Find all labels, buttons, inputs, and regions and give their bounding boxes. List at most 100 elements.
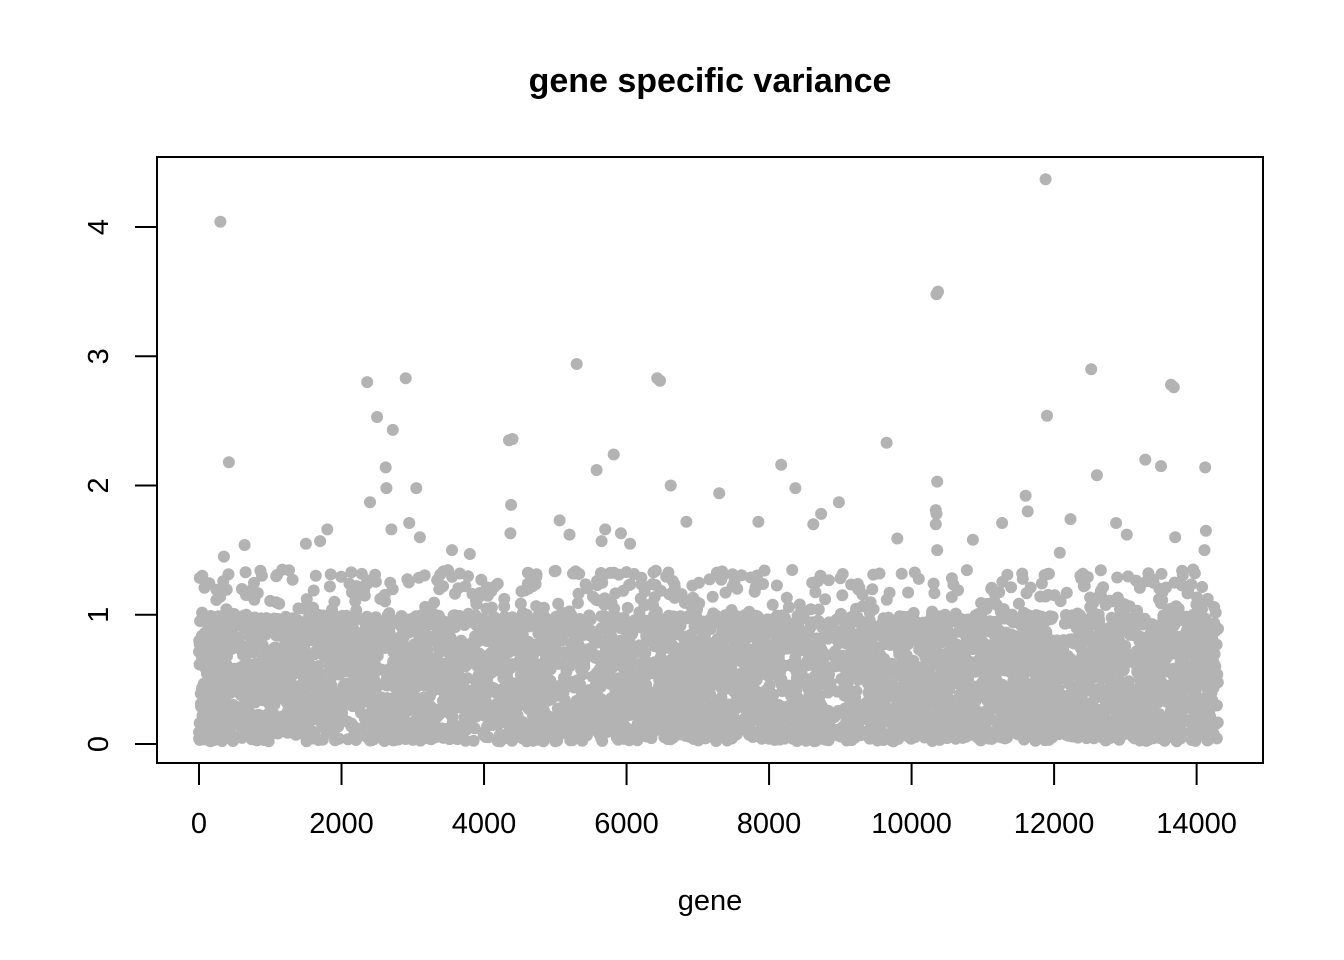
data-point <box>228 711 241 724</box>
data-point <box>1089 671 1102 683</box>
data-point <box>369 568 382 581</box>
data-point <box>1109 619 1122 632</box>
data-point <box>542 686 555 699</box>
data-point <box>1149 627 1161 640</box>
data-point <box>573 567 586 580</box>
data-point <box>945 712 958 725</box>
data-point <box>923 635 936 648</box>
data-point <box>1123 600 1136 613</box>
data-point <box>667 652 680 665</box>
data-point <box>621 601 634 614</box>
data-point <box>834 572 847 585</box>
data-point <box>840 716 853 729</box>
data-point <box>537 601 550 614</box>
data-point <box>640 730 653 743</box>
data-point <box>1058 692 1071 705</box>
data-point <box>574 678 586 691</box>
data-point <box>420 651 433 664</box>
data-point <box>848 662 860 675</box>
data-point <box>530 570 543 583</box>
data-point <box>307 584 320 597</box>
data-point <box>563 622 576 635</box>
data-point <box>738 713 750 725</box>
data-point <box>1116 706 1129 719</box>
data-point <box>514 597 527 610</box>
data-point <box>920 690 933 703</box>
data-point <box>289 614 302 627</box>
data-point <box>751 610 764 623</box>
data-point <box>362 728 375 740</box>
data-point <box>1196 581 1209 593</box>
data-point <box>481 589 494 602</box>
data-point <box>878 638 891 651</box>
data-point <box>1210 732 1223 745</box>
data-point <box>915 620 928 633</box>
data-point <box>198 649 211 662</box>
data-point <box>1142 663 1155 676</box>
data-point <box>356 672 369 685</box>
data-point <box>510 730 522 743</box>
data-point <box>339 644 352 657</box>
data-point <box>384 576 397 589</box>
data-point <box>432 707 445 720</box>
data-point <box>836 589 849 602</box>
data-point <box>866 583 879 596</box>
data-point <box>499 612 512 624</box>
data-point <box>1153 593 1165 606</box>
data-point <box>558 693 571 706</box>
data-point <box>1135 676 1148 689</box>
data-point <box>962 655 975 668</box>
data-point <box>336 709 348 722</box>
data-point <box>245 628 258 641</box>
data-point <box>462 570 474 583</box>
data-point <box>456 700 469 713</box>
data-point <box>334 611 347 624</box>
data-point <box>703 639 716 652</box>
data-point <box>237 690 250 703</box>
data-point <box>803 675 816 688</box>
data-point <box>1008 708 1021 721</box>
data-point <box>867 568 880 581</box>
data-point <box>927 577 940 590</box>
data-point <box>477 618 489 631</box>
data-point <box>1129 609 1142 622</box>
data-point <box>643 598 656 611</box>
data-point <box>747 699 760 712</box>
data-point <box>1155 567 1168 580</box>
data-point <box>1089 686 1102 699</box>
data-point <box>1029 673 1042 686</box>
data-point <box>904 694 917 707</box>
data-point <box>296 669 309 682</box>
data-point <box>212 610 225 623</box>
data-point <box>1037 663 1050 676</box>
data-point <box>746 673 759 686</box>
data-point <box>442 621 455 634</box>
data-point <box>974 651 987 664</box>
data-point <box>723 702 735 715</box>
data-point <box>942 670 955 683</box>
data-point <box>750 652 763 665</box>
data-point <box>995 707 1008 720</box>
data-point <box>410 655 423 668</box>
data-point <box>592 694 604 707</box>
data-point <box>1019 730 1032 743</box>
data-point <box>573 643 586 656</box>
data-point <box>711 716 723 729</box>
data-point <box>1031 732 1044 745</box>
data-point <box>474 696 486 708</box>
data-point <box>883 586 896 599</box>
data-point <box>1007 675 1020 688</box>
data-point <box>850 685 863 698</box>
data-point <box>617 620 630 633</box>
data-point <box>1078 579 1091 592</box>
data-point <box>1140 575 1153 588</box>
data-point <box>825 706 838 719</box>
data-point <box>720 628 733 641</box>
data-point <box>683 682 696 695</box>
data-point <box>1019 661 1032 674</box>
data-point <box>776 609 789 622</box>
data-point <box>609 587 622 600</box>
data-point <box>293 684 306 697</box>
data-point <box>831 723 844 736</box>
data-point <box>350 733 362 746</box>
